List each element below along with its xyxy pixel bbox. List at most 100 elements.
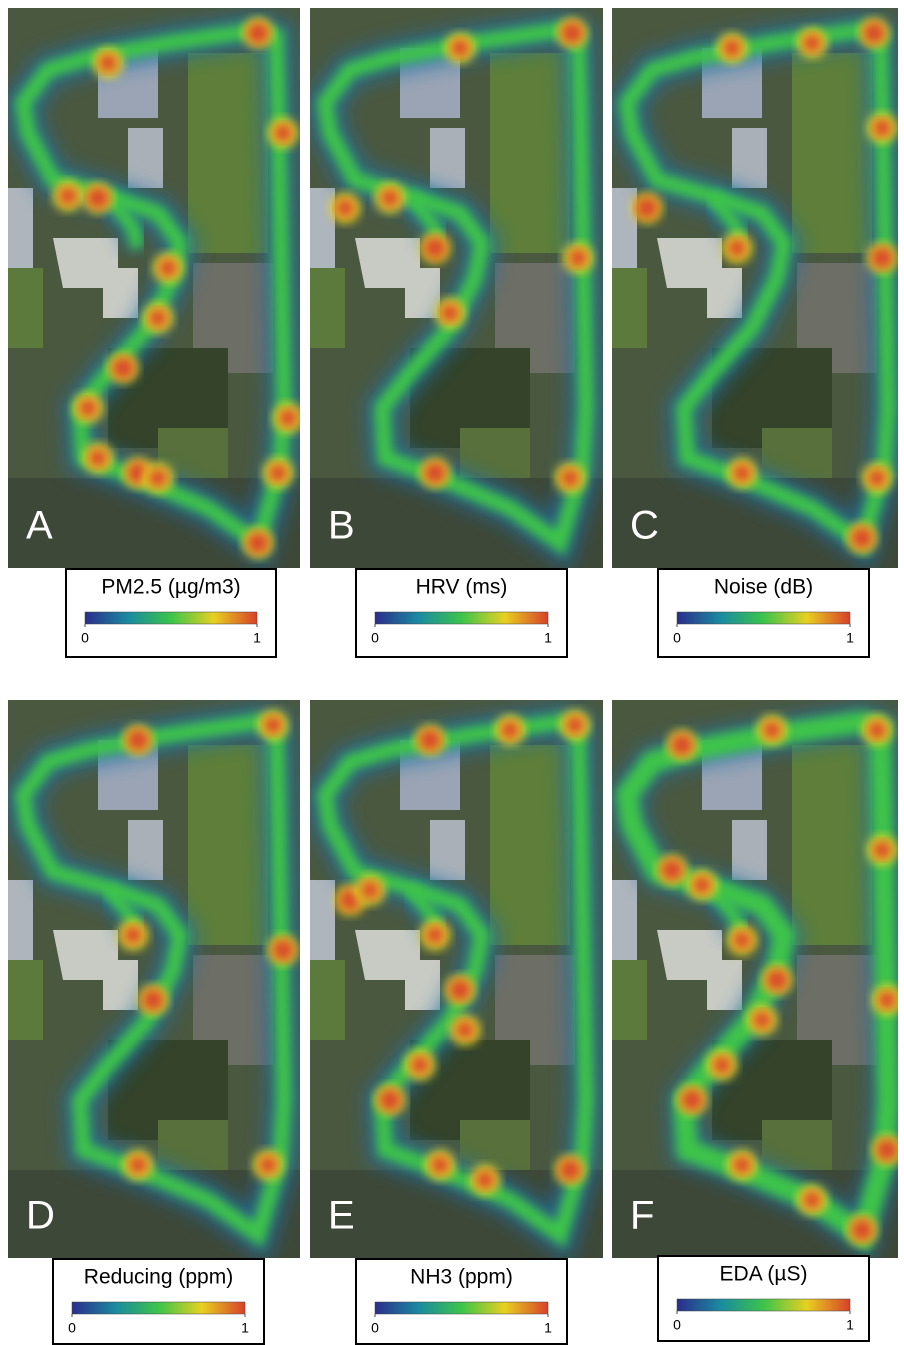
map-panel: A: [8, 8, 303, 568]
hotspot: [661, 859, 683, 881]
sports-field: [490, 745, 570, 945]
legend-title: HRV (ms): [416, 576, 508, 599]
hotspot: [876, 1139, 898, 1161]
hotspot: [681, 1089, 703, 1111]
sports-field: [792, 53, 872, 253]
hotspot: [636, 197, 658, 219]
hotspot: [693, 876, 711, 894]
building: [310, 188, 335, 278]
hotspot: [723, 39, 741, 57]
hotspot: [561, 469, 579, 487]
hotspot: [274, 124, 292, 142]
hotspot: [559, 1159, 581, 1181]
building: [128, 820, 163, 880]
building: [732, 128, 767, 188]
panel-letter: A: [26, 504, 53, 548]
hotspot: [269, 464, 287, 482]
hotspot: [112, 357, 134, 379]
hotspot: [79, 399, 97, 417]
hotspot: [441, 304, 459, 322]
hotspot: [476, 1171, 494, 1189]
hotspot: [878, 991, 896, 1009]
map-panel: C: [612, 8, 898, 568]
hotspot: [851, 527, 873, 549]
aerial-map: A: [8, 8, 303, 568]
panel-letter: C: [630, 504, 659, 548]
hotspot: [766, 969, 788, 991]
building: [612, 188, 637, 278]
colorbar: [375, 1302, 548, 1314]
colorbar-tick-label: 1: [241, 1320, 249, 1336]
hotspot: [569, 249, 587, 267]
hotspot: [449, 979, 471, 1001]
building: [310, 880, 335, 970]
colorbar-tick-label: 0: [673, 1317, 681, 1333]
hotspot: [419, 729, 441, 751]
colorbar-tick-label: 0: [371, 630, 379, 646]
hotspot: [868, 721, 886, 739]
hotspot: [728, 239, 746, 257]
hotspot: [871, 247, 893, 269]
sports-field: [490, 53, 570, 253]
building: [430, 820, 465, 880]
colorbar: [85, 612, 257, 624]
hotspot: [868, 469, 886, 487]
figure: A PM2.5 (µg/m3) 0 1 B HRV (ms) 0 1 C Noise (dB)01…: [0, 0, 904, 1345]
building: [8, 188, 33, 278]
hotspot: [259, 1156, 277, 1174]
colorbar: [72, 1302, 245, 1314]
hotspot: [733, 1156, 751, 1174]
hotspot: [264, 716, 282, 734]
grass: [8, 960, 43, 1040]
hotspot: [424, 237, 446, 259]
building: [430, 128, 465, 188]
building: [732, 820, 767, 880]
aerial-map: F: [612, 700, 902, 1260]
hotspot: [451, 39, 469, 57]
legend-title: NH3 (ppm): [410, 1266, 513, 1289]
hotspot: [361, 881, 379, 899]
colorbar-tick-label: 1: [846, 1317, 854, 1333]
hotspot: [753, 1011, 771, 1029]
aerial-map: D: [8, 700, 300, 1260]
map-panel: E: [310, 700, 603, 1260]
building: [8, 880, 33, 970]
map-panel: B: [310, 8, 603, 568]
hotspot: [803, 1191, 821, 1209]
colorbar-tick-label: 1: [544, 630, 552, 646]
hotspot: [59, 187, 77, 205]
hotspot: [501, 721, 519, 739]
hotspot: [272, 939, 294, 961]
colorbar-legend: PM2.5 (µg/m3) 0 1: [66, 569, 276, 657]
hotspot: [733, 464, 751, 482]
hotspot: [873, 119, 891, 137]
hotspot: [671, 734, 693, 756]
hotspot: [279, 409, 297, 427]
sports-field: [188, 745, 268, 945]
colorbar-tick-label: 0: [81, 630, 89, 646]
hotspot: [561, 22, 583, 44]
hotspot: [713, 1056, 731, 1074]
page: A PM2.5 (µg/m3) 0 1 B HRV (ms) 0 1 C Noise (dB)01…: [0, 0, 904, 1345]
aerial-map: C: [612, 8, 898, 568]
colorbar-legend: HRV (ms) 0 1: [356, 569, 567, 657]
legend-title: PM2.5 (µg/m3): [101, 576, 240, 599]
colorbar: [375, 612, 548, 624]
colorbar-tick-label: 1: [846, 630, 854, 646]
hotspot: [763, 721, 781, 739]
hotspot: [124, 926, 142, 944]
colorbar-tick-label: 1: [253, 630, 261, 646]
hotspot: [803, 34, 821, 52]
aerial-map: B: [310, 8, 603, 568]
hotspot: [863, 22, 885, 44]
hotspot: [566, 716, 584, 734]
aerial-map: E: [310, 700, 603, 1260]
hotspot: [379, 1089, 401, 1111]
panel-letter: F: [630, 1194, 654, 1238]
grass: [310, 268, 345, 348]
panel-letter: D: [26, 1194, 55, 1238]
